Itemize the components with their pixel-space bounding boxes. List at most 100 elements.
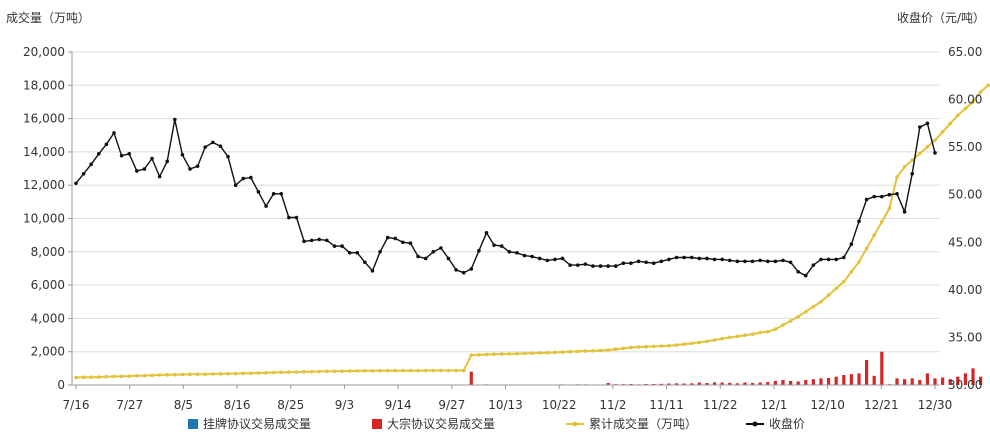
cumulative-volume-point xyxy=(89,375,93,379)
closing-price-point xyxy=(660,260,664,264)
cumulative-volume-point xyxy=(120,375,124,379)
closing-price-point xyxy=(386,236,390,240)
cumulative-volume-point xyxy=(241,372,245,376)
cumulative-volume-point xyxy=(82,376,86,380)
closing-price-point xyxy=(310,239,314,243)
closing-price-point xyxy=(340,244,344,248)
closing-price-point xyxy=(713,258,717,262)
closing-price-point xyxy=(728,259,732,263)
left-tick-label: 14,000 xyxy=(23,145,65,159)
left-tick-label: 2,000 xyxy=(31,345,65,359)
cumulative-volume-point xyxy=(477,353,481,357)
closing-price-point xyxy=(112,131,116,135)
closing-price-point xyxy=(272,192,276,196)
cumulative-volume-point xyxy=(219,372,223,376)
closing-price-point xyxy=(781,259,785,263)
cumulative-volume-point xyxy=(926,145,930,149)
right-axis-title: 收盘价（元/吨） xyxy=(897,10,985,25)
cumulative-volume-point xyxy=(188,373,192,377)
closing-price-point xyxy=(812,263,816,267)
closing-price-point xyxy=(614,264,618,268)
cumulative-volume-point xyxy=(105,375,109,379)
closing-price-point xyxy=(287,216,291,220)
cumulative-volume-point xyxy=(872,233,876,237)
cumulative-volume-point xyxy=(257,371,261,375)
cumulative-volume-point xyxy=(523,352,527,356)
closing-price-point xyxy=(515,251,519,255)
closing-price-point xyxy=(325,239,329,243)
closing-price-point xyxy=(850,242,854,246)
closing-price-point xyxy=(302,240,306,244)
left-tick-label: 4,000 xyxy=(31,311,65,325)
cumulative-volume-point xyxy=(652,345,656,349)
closing-price-point xyxy=(295,216,299,220)
cumulative-volume-point xyxy=(317,370,321,374)
cumulative-volume-point xyxy=(842,280,846,284)
cumulative-volume-point xyxy=(682,342,686,346)
closing-price-point xyxy=(888,193,892,197)
cumulative-volume-point xyxy=(325,370,329,374)
cumulative-volume-point xyxy=(857,260,861,264)
closing-price-point xyxy=(249,176,253,180)
cumulative-volume-point xyxy=(264,371,268,375)
left-tick-label: 10,000 xyxy=(23,212,65,226)
block-volume-bars xyxy=(470,352,983,385)
block-volume-bar xyxy=(903,379,906,385)
block-volume-bar xyxy=(911,378,914,385)
right-tick-label: 40.00 xyxy=(948,283,982,297)
closing-price-point xyxy=(903,210,907,214)
cumulative-volume-point xyxy=(295,370,299,374)
closing-price-point xyxy=(211,141,215,145)
closing-price-point xyxy=(872,195,876,199)
cumulative-volume-point xyxy=(599,349,603,353)
legend: 挂牌协议交易成交量大宗协议交易成交量累计成交量（万吨）收盘价 xyxy=(188,416,805,431)
x-tick-label: 7/27 xyxy=(116,398,143,412)
closing-price-point xyxy=(219,144,223,148)
closing-price-point xyxy=(804,274,808,278)
block-volume-bar xyxy=(835,377,838,385)
cumulative-volume-point xyxy=(766,330,770,334)
left-axis-title: 成交量（万吨） xyxy=(6,10,90,25)
cumulative-volume-point xyxy=(910,158,914,162)
left-tick-label: 12,000 xyxy=(23,178,65,192)
cumulative-volume-point xyxy=(393,369,397,373)
closing-price-point xyxy=(682,256,686,260)
cumulative-volume-point xyxy=(363,369,367,373)
closing-price-point xyxy=(150,157,154,161)
cumulative-volume-point xyxy=(333,370,337,374)
cumulative-volume-point xyxy=(827,293,831,297)
cumulative-volume-point xyxy=(279,371,283,375)
cumulative-volume-point xyxy=(538,351,542,355)
closing-price-point xyxy=(743,260,747,264)
block-volume-bar xyxy=(789,381,792,385)
cumulative-volume-point xyxy=(386,369,390,373)
closing-price-point xyxy=(447,257,451,261)
closing-price-point xyxy=(393,237,397,241)
cumulative-volume-point xyxy=(705,340,709,344)
closing-price-point xyxy=(622,261,626,265)
cumulative-volume-point xyxy=(500,352,504,356)
closing-price-point xyxy=(637,260,641,264)
cumulative-volume-point xyxy=(637,345,641,349)
cumulative-volume-point xyxy=(143,374,147,378)
cumulative-volume-point xyxy=(796,315,800,319)
cumulative-volume-point xyxy=(211,372,215,376)
right-tick-label: 35.00 xyxy=(948,330,982,344)
cumulative-volume-point xyxy=(112,375,116,379)
closing-price-point xyxy=(553,258,557,262)
x-tick-label: 12/30 xyxy=(918,398,953,412)
closing-price-point xyxy=(530,255,534,259)
cumulative-volume-point xyxy=(667,344,671,348)
cumulative-volume-point xyxy=(834,287,838,291)
cumulative-volume-point xyxy=(462,369,466,373)
cumulative-volume-point xyxy=(234,372,238,376)
closing-price-point xyxy=(196,164,200,168)
closing-price-point xyxy=(454,268,458,272)
cumulative-volume-point xyxy=(203,372,207,376)
x-tick-label: 12/21 xyxy=(864,398,899,412)
cumulative-volume-point xyxy=(644,345,648,349)
closing-price-point xyxy=(652,261,656,265)
closing-price-point xyxy=(606,264,610,268)
left-tick-label: 0 xyxy=(57,378,65,392)
cumulative-volume-point xyxy=(948,122,952,126)
